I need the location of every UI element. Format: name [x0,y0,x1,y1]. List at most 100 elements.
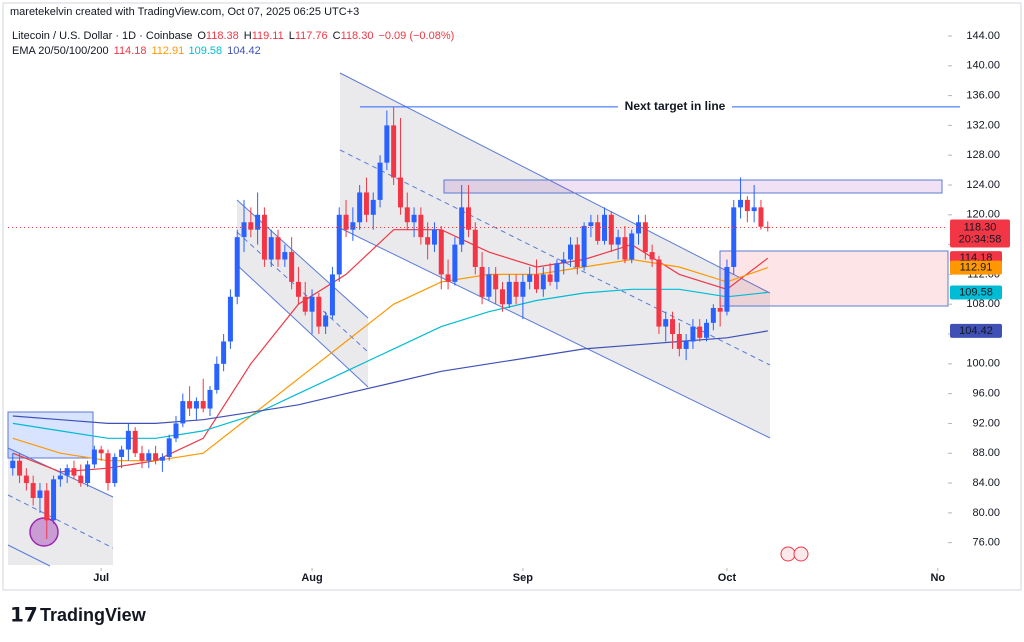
candle-body [193,401,199,409]
candle-body [180,401,186,424]
channel-line [7,544,51,567]
event-icon[interactable] [793,546,809,562]
ohlc-key: O [197,30,206,42]
candle-body [690,326,696,342]
y-tick-label: 84.00 [972,477,1000,489]
x-tick-label: Aug [301,572,322,584]
credit: maretekelvin created with TradingView.co… [10,6,359,18]
candle-body [561,259,567,264]
channel-line [339,227,771,439]
candle-body [397,177,403,208]
plot: 144.00 140.00 136.00 132.00 128.00 124.00 120.… [8,30,1010,584]
drawings [7,72,949,567]
ohlc-value: 119.11 [252,30,284,42]
ohlc-value: 118.30 [341,30,374,42]
event-icon[interactable] [780,546,796,562]
indicator-value: 109.58 [188,45,222,57]
candle-body [411,214,417,223]
candle-body [30,483,36,498]
candle-body [282,252,288,260]
candle-body [499,289,505,305]
candle-body [268,237,274,260]
y-tick-label: 144.00 [966,30,1000,42]
candle-body [336,214,342,275]
candle-body [751,207,757,212]
candle-body [615,237,621,245]
candle-body [710,307,716,323]
channel-line [236,264,369,388]
candle-body [540,274,546,290]
candle-body [704,322,710,338]
candle-body [445,274,451,282]
price-badge [950,219,1010,248]
candle-body [302,296,308,312]
candle-body [159,456,165,461]
candle-body [295,281,301,297]
candle-body [261,214,267,260]
ema-badge-label: 104.42 [959,325,993,337]
candle-body [588,222,594,226]
y-tick-label: 120.00 [966,209,1000,221]
candle-body [486,274,492,297]
ohlc-value: 118.38 [206,30,239,42]
candle-body [377,162,383,200]
candle-body [37,490,43,498]
candle-body [472,229,478,267]
ema-line [12,330,768,424]
candle-body [554,263,560,282]
y-tick-label: 124.00 [966,179,1000,191]
candle-body [357,192,363,223]
candle-body [744,199,750,212]
candle-body [479,266,485,297]
candle-body [724,266,730,312]
candle-body [200,401,206,409]
candle-body [404,207,410,223]
candle-body [17,460,23,476]
candle-body [214,363,220,390]
candle-body [738,199,744,208]
candle-body [717,307,723,312]
candle-body [146,453,152,461]
candle-body [275,237,281,260]
candle-body [431,229,437,245]
candle-body [173,423,179,439]
candle-body [78,475,84,484]
y-tick-label: 136.00 [966,89,1000,101]
candle-body [670,319,676,335]
candle-body [608,214,614,245]
legend-line: Litecoin / U.S. Dollar · 1D · Coinbase O1… [12,30,454,42]
candle-body [520,281,526,297]
candle-body [57,475,63,480]
candle-body [98,449,104,454]
candle-body [255,214,261,230]
candle-body [636,222,642,234]
candle-body [132,430,138,454]
y-tick-label: 128.00 [966,149,1000,161]
candle-body [241,222,247,238]
y-tick-label: 92.00 [972,417,1000,429]
candle-body [663,319,669,327]
candle-body [350,222,356,230]
candle-body [683,341,689,349]
candle-body [547,274,553,282]
channel-line [339,72,771,294]
candle-body [51,479,57,521]
candle-body [289,252,295,282]
candle-body [166,438,172,457]
candle-body [642,222,648,253]
candle-body [153,453,159,461]
footer-logo: 𝟭𝟳 TradingView [10,604,147,626]
candle-body [139,453,145,461]
candle-body [125,430,131,450]
ema-line [12,288,768,439]
change: −0.09 (−0.08%) [378,30,454,42]
candle-body [581,225,587,267]
candle-body [10,460,16,469]
candle-body [343,214,349,230]
logo-mark: 𝟭𝟳 [10,604,38,626]
candle-body [227,296,233,342]
price-badge-label: 118.30 [964,221,997,233]
candle-body [465,207,471,230]
y-tick-label: 100.00 [966,358,1000,370]
candle-body [506,281,512,305]
